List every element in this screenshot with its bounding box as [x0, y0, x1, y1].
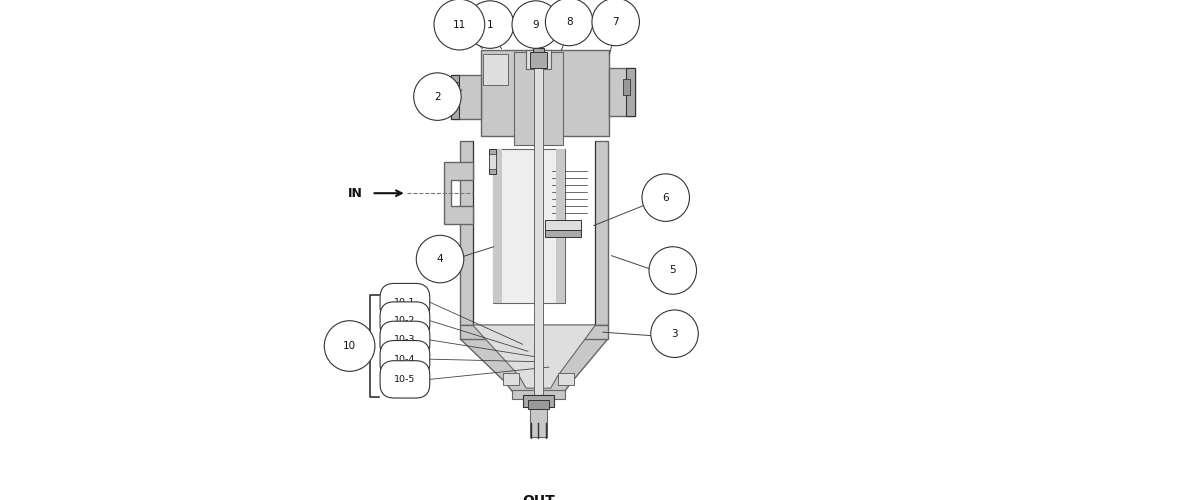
Text: 7: 7: [612, 17, 619, 27]
Text: 11: 11: [453, 20, 466, 30]
Polygon shape: [514, 52, 563, 145]
Polygon shape: [492, 150, 502, 303]
Polygon shape: [627, 68, 635, 116]
Polygon shape: [528, 400, 549, 409]
Polygon shape: [444, 162, 472, 224]
Polygon shape: [533, 48, 544, 59]
Text: 6: 6: [662, 192, 668, 202]
Text: 10-3: 10-3: [394, 336, 416, 344]
Polygon shape: [530, 52, 547, 68]
Text: 10-1: 10-1: [394, 298, 416, 306]
Polygon shape: [460, 140, 472, 325]
Text: 1: 1: [486, 20, 494, 30]
Polygon shape: [609, 68, 635, 116]
Text: 5: 5: [670, 266, 676, 276]
Polygon shape: [460, 325, 607, 339]
Text: 4: 4: [437, 254, 443, 264]
Text: 10-5: 10-5: [394, 375, 416, 384]
Polygon shape: [623, 79, 630, 95]
Polygon shape: [489, 150, 496, 174]
Polygon shape: [483, 54, 508, 85]
Polygon shape: [530, 406, 547, 438]
Text: 10-4: 10-4: [394, 354, 416, 364]
Polygon shape: [489, 154, 496, 170]
Polygon shape: [492, 150, 564, 303]
Polygon shape: [482, 50, 609, 136]
Polygon shape: [534, 59, 543, 402]
Text: 9: 9: [532, 20, 539, 30]
Polygon shape: [460, 339, 607, 394]
Text: 10: 10: [343, 341, 356, 351]
Polygon shape: [450, 74, 482, 118]
Polygon shape: [503, 373, 519, 384]
Polygon shape: [522, 395, 555, 407]
Text: 2: 2: [434, 92, 441, 102]
Polygon shape: [512, 390, 564, 398]
Text: OUT: OUT: [522, 494, 555, 500]
Polygon shape: [472, 325, 595, 388]
Polygon shape: [450, 74, 459, 118]
Polygon shape: [545, 230, 581, 237]
Text: 8: 8: [565, 17, 573, 27]
Polygon shape: [453, 82, 459, 98]
Text: IN: IN: [349, 186, 363, 200]
Polygon shape: [556, 150, 564, 303]
Polygon shape: [558, 373, 574, 384]
Polygon shape: [526, 50, 551, 70]
Text: 3: 3: [671, 328, 678, 338]
Text: 10-2: 10-2: [394, 316, 416, 325]
Polygon shape: [545, 220, 581, 230]
Polygon shape: [595, 140, 607, 325]
